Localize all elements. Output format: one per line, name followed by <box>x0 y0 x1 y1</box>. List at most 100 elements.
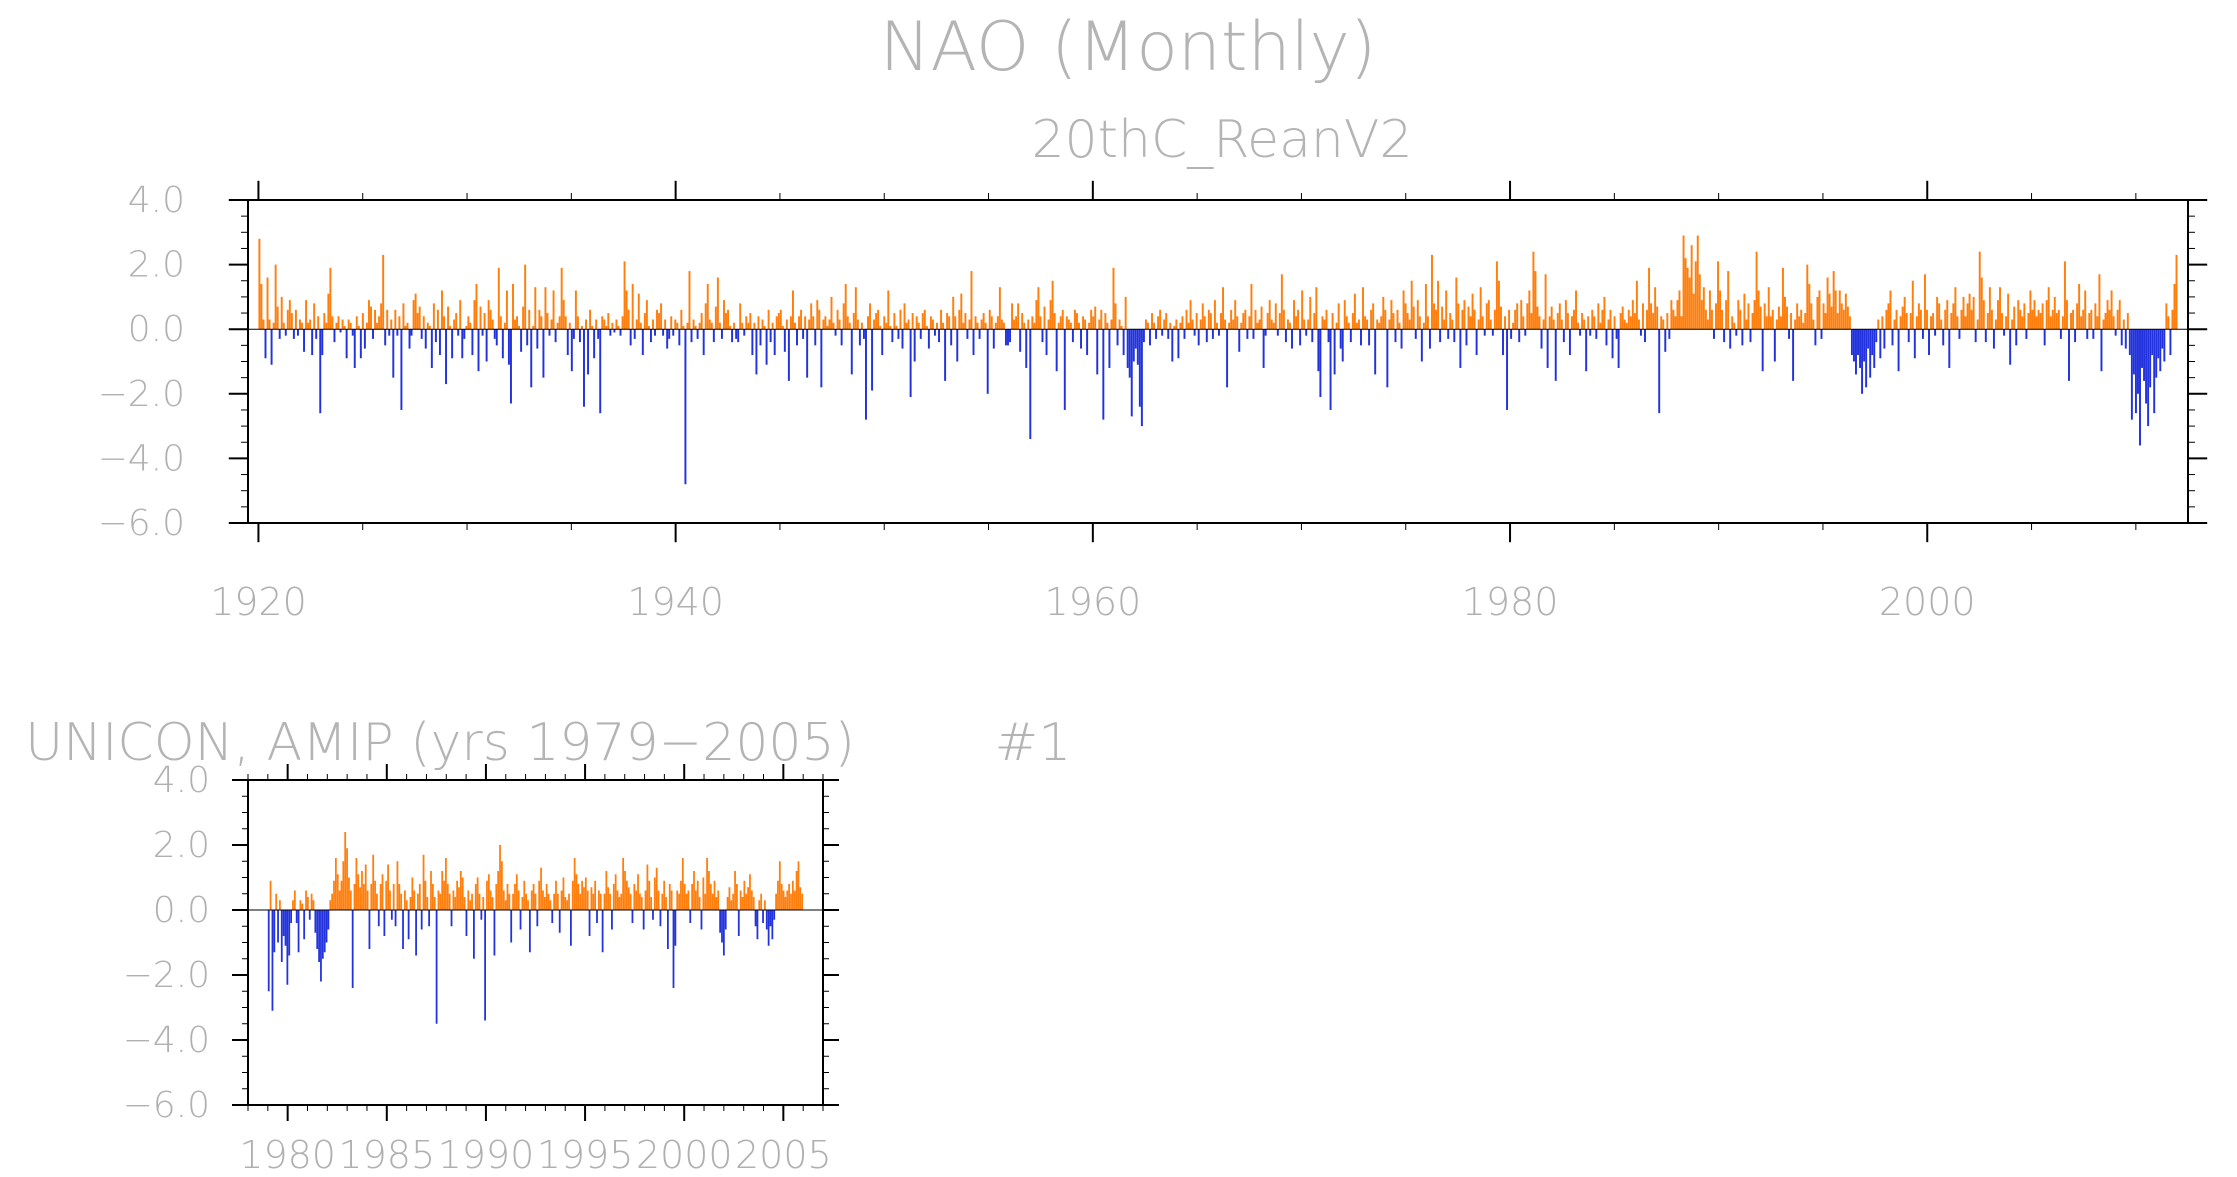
bar <box>662 329 665 336</box>
bar <box>439 893 442 910</box>
bar <box>1147 322 1149 330</box>
bar <box>690 329 693 343</box>
bar <box>497 871 500 910</box>
bar <box>370 884 373 910</box>
chart-reanv2: 20thC_ReanV2 4.02.00.0−2.0−4.0−6.0 1920 1… <box>98 110 2208 624</box>
bar <box>1469 316 1472 330</box>
bar <box>642 910 645 930</box>
bar <box>1402 290 1405 330</box>
bar <box>964 313 967 330</box>
bar <box>1388 319 1391 330</box>
bar <box>1497 280 1500 330</box>
bar <box>1986 313 1989 330</box>
bar <box>676 890 679 910</box>
bar <box>508 893 511 910</box>
bar <box>1011 303 1014 330</box>
bar <box>341 319 344 330</box>
bar <box>473 300 476 330</box>
bar <box>277 910 279 943</box>
bar <box>2147 329 2150 427</box>
bar <box>1151 313 1153 330</box>
bar <box>1611 329 1614 359</box>
bar <box>1138 329 1141 407</box>
bar <box>2114 329 2117 336</box>
bar <box>469 322 472 330</box>
bar <box>307 897 309 910</box>
bar <box>2027 313 2030 330</box>
bar <box>1319 329 1322 398</box>
bar <box>505 290 508 330</box>
bar <box>299 900 302 910</box>
bar <box>737 910 740 936</box>
bar <box>400 329 403 410</box>
bar <box>1205 329 1208 343</box>
bar <box>1670 300 1673 330</box>
bar <box>564 897 567 910</box>
bar <box>1268 300 1271 330</box>
bar <box>359 329 362 359</box>
bar <box>1027 319 1030 330</box>
bar <box>715 897 718 910</box>
bar <box>489 309 492 330</box>
bar <box>504 900 507 910</box>
bar <box>299 319 301 330</box>
bar <box>1877 319 1880 330</box>
bar <box>1917 303 1920 330</box>
bar <box>1463 300 1466 330</box>
bar <box>1179 322 1182 330</box>
bar <box>760 893 763 910</box>
bar <box>331 316 334 330</box>
bar <box>392 884 395 910</box>
bar <box>834 329 837 336</box>
bar <box>1942 329 1945 346</box>
bar <box>797 861 800 910</box>
bar <box>266 277 269 330</box>
bar <box>1479 287 1482 330</box>
bar <box>1435 309 1438 330</box>
bar <box>275 893 278 910</box>
bar <box>708 871 710 910</box>
bar <box>1416 300 1419 330</box>
bar <box>1437 280 1440 330</box>
bar <box>795 871 798 910</box>
bar <box>293 890 296 910</box>
bar <box>458 887 460 910</box>
bar <box>336 874 339 910</box>
bar <box>340 880 343 910</box>
bar <box>1674 316 1677 330</box>
bar <box>1242 313 1245 330</box>
bar <box>1124 296 1127 330</box>
bar <box>530 890 533 910</box>
bar <box>579 893 582 910</box>
bar <box>357 325 360 330</box>
bar <box>627 309 630 330</box>
bar <box>1007 329 1009 346</box>
bar <box>2149 329 2152 388</box>
bar <box>1934 329 1937 336</box>
bar <box>734 871 736 910</box>
bar <box>1646 309 1648 330</box>
bar <box>521 897 524 910</box>
bar <box>818 309 821 330</box>
bar <box>527 900 529 910</box>
bar <box>672 910 675 988</box>
bar <box>1751 313 1754 330</box>
bar <box>1433 303 1435 330</box>
bar <box>318 910 320 962</box>
bar <box>348 877 350 910</box>
bar <box>510 910 513 943</box>
bar <box>320 910 322 982</box>
bar <box>761 319 764 330</box>
bar <box>1698 274 1701 330</box>
bar <box>1593 316 1596 330</box>
bar <box>558 316 561 330</box>
bar <box>1329 329 1332 410</box>
bar <box>1063 329 1066 410</box>
bar <box>1715 303 1717 330</box>
bar <box>1118 319 1121 330</box>
bar <box>962 322 965 330</box>
bar <box>333 329 336 343</box>
bar <box>282 910 285 936</box>
bar <box>1171 329 1174 362</box>
bar <box>365 322 368 330</box>
